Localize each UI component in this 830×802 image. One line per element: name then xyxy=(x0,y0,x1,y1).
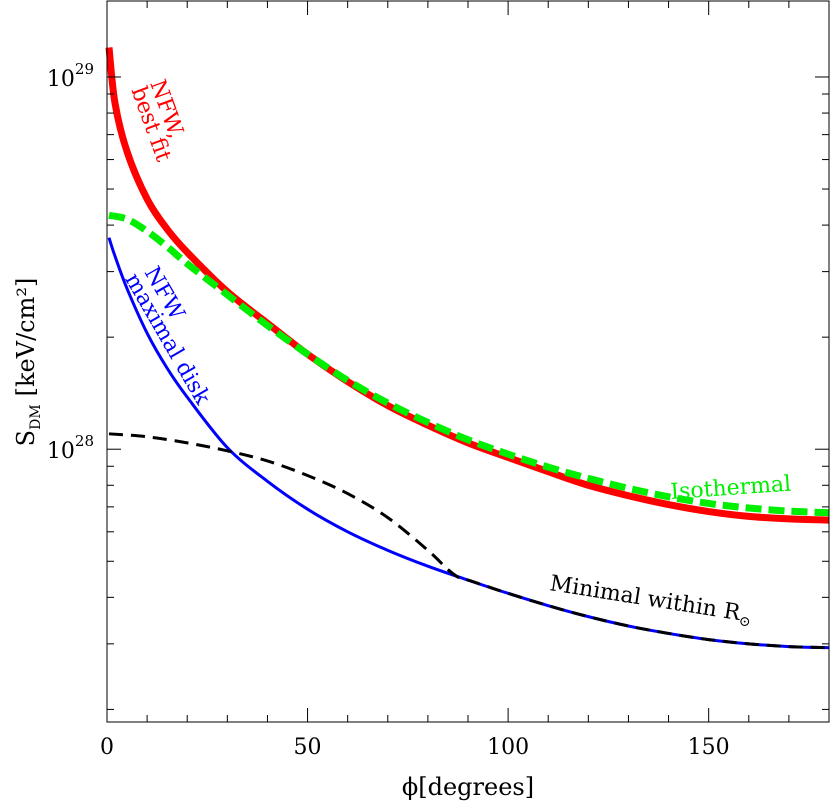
y-axis-title-main: S xyxy=(12,430,40,446)
y-axis-title: SDM [keV/cm²] xyxy=(12,278,44,447)
x-tick-label-150: 150 xyxy=(688,735,730,760)
series-nfw-best-fit xyxy=(105,47,830,524)
series-isothermal xyxy=(108,211,830,517)
annotation-minimal-text: Minimal within R xyxy=(548,571,743,626)
x-tick-label-100: 100 xyxy=(487,735,529,760)
y-axis-title-sub: DM xyxy=(28,404,44,430)
annotation-minimal-within: Minimal within R⊙ xyxy=(548,571,754,631)
annotation-nfw-best-fit: NFW, best fit xyxy=(126,77,189,166)
annotation-isothermal: Isothermal xyxy=(670,472,792,505)
svg-text:Minimal within R⊙: Minimal within R⊙ xyxy=(548,571,754,631)
svg-text:SDM[keV/cm²]: SDM [keV/cm²] xyxy=(12,278,44,447)
annotation-minimal-sun-sub: ⊙ xyxy=(738,613,752,631)
y-tick-label-29: 1029 xyxy=(47,60,94,92)
plot-frame xyxy=(106,0,830,723)
series-layer xyxy=(105,47,830,650)
x-tick-label-50: 50 xyxy=(294,735,322,760)
y-axis-title-units: [keV/cm²] xyxy=(12,278,40,397)
y-tick-label-28: 1028 xyxy=(47,432,94,464)
x-axis-title: ϕ[degrees] xyxy=(402,773,534,801)
x-tick-label-0: 0 xyxy=(100,735,114,760)
ticks-layer: 0 50 100 150 1028 1029 xyxy=(47,1,829,760)
